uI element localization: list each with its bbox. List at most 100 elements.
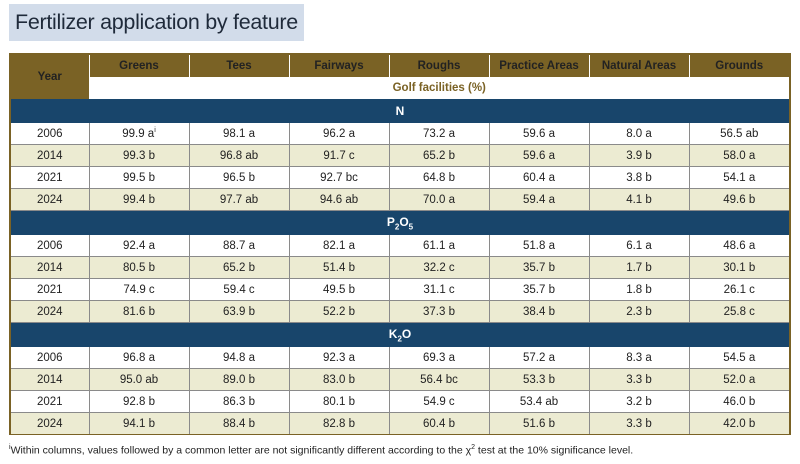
table-row: 2014 95.0 ab 89.0 b 83.0 b 56.4 bc 53.3 b 3.3 … — [11, 368, 789, 391]
year-cell: 2006 — [11, 347, 90, 369]
value-text: 3.9 b — [626, 149, 652, 162]
value-text: 98.1 a — [223, 127, 255, 140]
year-cell: 2006 — [11, 235, 90, 257]
value-cell: 97.7 ab — [189, 188, 290, 211]
value-text: 88.7 a — [223, 239, 255, 252]
section-label: P2O5 — [11, 210, 789, 235]
value-cell: 61.1 a — [389, 235, 490, 257]
value-cell: 32.2 c — [389, 256, 490, 279]
value-cell: 54.5 a — [689, 347, 789, 369]
value-cell: 98.1 a — [189, 123, 290, 145]
value-cell: 49.6 b — [689, 188, 789, 211]
value-text: 99.9 a — [122, 127, 155, 140]
value-text: 59.6 a — [523, 127, 555, 140]
value-cell: 57.2 a — [489, 347, 590, 369]
value-text: 37.3 b — [423, 305, 455, 318]
unit-row: Golf facilities (%) — [11, 77, 789, 99]
year-cell: 2014 — [11, 144, 90, 167]
value-cell: 35.7 b — [489, 278, 590, 301]
value-cell: 82.8 b — [289, 412, 390, 434]
value-cell: 63.9 b — [189, 300, 290, 323]
section-label: K2O — [11, 322, 789, 347]
value-text: 8.0 a — [626, 127, 652, 140]
value-text: 1.7 b — [626, 261, 652, 274]
column-header: Tees — [189, 55, 290, 77]
value-text: 97.7 ab — [219, 193, 259, 206]
value-cell: 82.1 a — [289, 235, 390, 257]
section-subscript: 2 — [394, 222, 400, 232]
value-cell: 99.3 b — [89, 144, 190, 167]
value-cell: 4.1 b — [589, 188, 690, 211]
table-row: 2024 94.1 b 88.4 b 82.8 b 60.4 b 51.6 b 3.3 b 4… — [11, 412, 789, 434]
section-label-text: P — [386, 214, 395, 229]
value-cell: 49.5 b — [289, 278, 390, 301]
value-text: 51.4 b — [323, 261, 355, 274]
value-cell: 65.2 b — [189, 256, 290, 279]
value-cell: 96.8 ab — [189, 144, 290, 167]
value-text: 83.0 b — [323, 373, 355, 386]
column-header: Grounds — [689, 55, 789, 77]
value-cell: 59.4 a — [489, 188, 590, 211]
value-text: 6.1 a — [626, 239, 652, 252]
value-text: 94.1 b — [123, 417, 155, 430]
value-cell: 73.2 a — [389, 123, 490, 145]
value-cell: 91.7 c — [289, 144, 390, 167]
value-cell: 88.7 a — [189, 235, 290, 257]
value-text: 82.1 a — [323, 239, 355, 252]
section-subscript: 2 — [397, 334, 402, 344]
value-cell: 53.3 b — [489, 368, 590, 391]
year-cell: 2021 — [11, 278, 90, 301]
footnote: iWithin columns, values followed by a co… — [9, 444, 633, 457]
value-cell: 59.4 c — [189, 278, 290, 301]
value-cell: 3.3 b — [589, 412, 690, 434]
value-text: 49.6 b — [723, 193, 756, 206]
year-column-header: Year — [11, 55, 90, 99]
header-row: Year Greens Tees Fairways Roughs Practic… — [11, 55, 789, 99]
value-cell: 54.9 c — [389, 390, 490, 413]
table-row: 2014 80.5 b 65.2 b 51.4 b 32.2 c 35.7 b 1.7 b 3… — [11, 256, 789, 279]
value-text: 65.2 b — [223, 261, 255, 274]
table-row: 2006 92.4 a 88.7 a 82.1 a 61.1 a 51.8 a 6.1 a 4… — [11, 235, 789, 257]
value-cell: 3.8 b — [589, 166, 690, 189]
value-cell: 92.3 a — [289, 347, 390, 369]
value-cell: 99.4 b — [89, 188, 190, 211]
value-cell: 60.4 b — [389, 412, 490, 434]
value-text: 63.9 b — [223, 305, 255, 318]
value-text: 3.3 b — [626, 417, 652, 430]
value-cell: 48.6 a — [689, 235, 789, 257]
value-text: 8.3 a — [626, 351, 652, 364]
value-text: 32.2 c — [423, 261, 455, 274]
value-cell: 58.0 a — [689, 144, 789, 167]
value-text: 94.8 a — [223, 351, 255, 364]
value-text: 51.6 b — [523, 417, 555, 430]
column-header: Practice Areas — [489, 55, 590, 77]
value-cell: 42.0 b — [689, 412, 789, 434]
value-text: 73.2 a — [423, 127, 455, 140]
value-text: 26.1 c — [723, 283, 755, 296]
table-row: 2021 99.5 b 96.5 b 92.7 bc 64.8 b 60.4 a 3.8 b… — [11, 166, 789, 189]
value-text: 52.2 b — [323, 305, 355, 318]
value-cell: 37.3 b — [389, 300, 490, 323]
value-cell: 35.7 b — [489, 256, 590, 279]
value-text: 3.3 b — [626, 373, 652, 386]
footnote-marker: i — [9, 444, 11, 451]
value-text: 59.4 c — [223, 283, 255, 296]
value-cell: 92.7 bc — [289, 166, 390, 189]
value-cell: 99.9 ai — [89, 123, 190, 145]
value-text: 92.3 a — [323, 351, 355, 364]
section-label-text: O — [401, 326, 412, 341]
value-text: 92.7 bc — [320, 171, 358, 184]
value-cell: 94.8 a — [189, 347, 290, 369]
section-row: K2O — [11, 322, 789, 347]
value-text: 61.1 a — [423, 239, 455, 252]
value-cell: 94.6 ab — [289, 188, 390, 211]
value-cell: 74.9 c — [89, 278, 190, 301]
value-text: 96.8 ab — [219, 149, 259, 162]
section-label: N — [11, 99, 789, 123]
title-bar — [9, 4, 304, 41]
value-text: 56.4 bc — [420, 373, 458, 386]
value-text: 58.0 a — [723, 149, 756, 162]
value-text: 64.8 b — [423, 171, 455, 184]
value-text: 51.8 a — [523, 239, 555, 252]
value-text: 91.7 c — [323, 149, 355, 162]
